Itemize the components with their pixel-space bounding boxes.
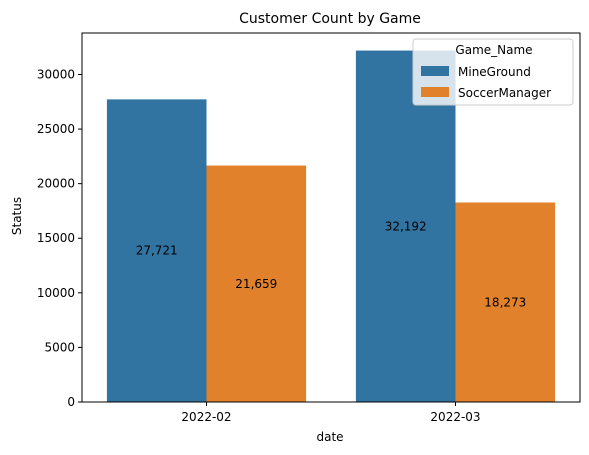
data-label-soccermanager-2022-02: 21,659 (235, 277, 277, 291)
y-axis-label: Status (10, 197, 24, 235)
axes-group: 0 5000 10000 15000 20000 25000 30000 2022-02 202… (37, 32, 581, 424)
chart-title: Customer Count by Game (239, 11, 421, 27)
data-labels-group: 27,721 32,192 21,659 18,273 (136, 219, 527, 309)
legend-swatch-mineground (421, 66, 449, 76)
bars-group (106, 50, 556, 403)
x-tick-label: 2022-02 (181, 410, 231, 424)
y-tick-label: 10000 (37, 286, 75, 300)
data-label-mineground-2022-02: 27,721 (136, 244, 178, 258)
legend-entry-soccermanager: SoccerManager (458, 86, 551, 100)
x-axis-label: date (316, 430, 343, 444)
y-tick-label: 20000 (37, 177, 75, 191)
legend-title: Game_Name (455, 43, 532, 57)
plot-frame (81, 32, 581, 403)
bar-mineground-2022-03 (355, 50, 456, 403)
legend: Game_Name MineGround SoccerManager (412, 38, 574, 106)
bar-soccermanager-2022-02 (206, 165, 307, 402)
y-tick-label: 5000 (44, 340, 75, 354)
data-label-mineground-2022-03: 32,192 (385, 219, 427, 233)
legend-entry-mineground: MineGround (458, 65, 531, 79)
y-tick-label: 15000 (37, 231, 75, 245)
x-tick-label: 2022-03 (430, 410, 480, 424)
legend-swatch-soccermanager (421, 87, 449, 97)
bar-soccermanager-2022-03 (455, 202, 556, 402)
legend-box (412, 38, 574, 106)
bar-mineground-2022-02 (106, 99, 207, 403)
y-tick-label: 25000 (37, 122, 75, 136)
data-label-soccermanager-2022-03: 18,273 (484, 295, 526, 309)
y-tick-label: 30000 (37, 67, 75, 81)
y-tick-label: 0 (67, 395, 75, 409)
